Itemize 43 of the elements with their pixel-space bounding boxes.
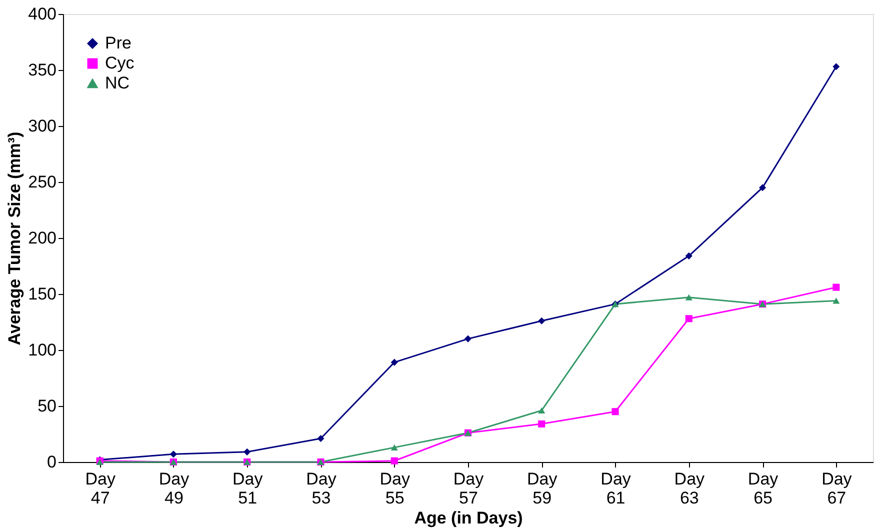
- legend-label: Pre: [105, 34, 132, 52]
- point: [390, 457, 398, 464]
- x-tick-label: Day 67: [822, 470, 852, 508]
- x-tick-label: Day 53: [306, 470, 337, 508]
- point: [464, 335, 472, 342]
- point: [685, 315, 692, 322]
- y-tick-label: 250: [28, 172, 56, 192]
- point: [759, 184, 766, 192]
- y-tick-label: 300: [28, 116, 56, 136]
- x-tick-label: Day 47: [85, 470, 116, 508]
- point: [244, 448, 251, 456]
- point: [170, 450, 177, 458]
- y-tick-label: 350: [28, 60, 56, 80]
- x-tick-label: Day 55: [380, 470, 410, 508]
- x-axis-title: Age (in Days): [414, 508, 523, 528]
- point: [832, 63, 840, 70]
- point: [832, 284, 840, 291]
- point: [832, 298, 840, 304]
- x-tick-label: Day 61: [600, 470, 632, 508]
- legend-label: NC: [105, 74, 130, 92]
- x-tick-label: Day 65: [748, 470, 779, 508]
- y-tick-label: 150: [28, 284, 56, 304]
- point: [538, 407, 546, 414]
- y-tick-label: 50: [38, 396, 56, 416]
- legend-label: Cyc: [105, 54, 135, 72]
- x-tick-label: Day 51: [232, 470, 264, 508]
- y-tick-label: 200: [28, 228, 56, 248]
- point: [685, 252, 692, 260]
- point: [538, 420, 546, 428]
- y-tick-label: 100: [28, 340, 56, 360]
- point: [390, 444, 398, 450]
- y-tick-label: 0: [47, 452, 56, 472]
- point: [317, 434, 324, 442]
- y-tick-label: 400: [28, 4, 56, 24]
- point: [538, 317, 546, 324]
- x-tick-label: Day 49: [158, 470, 190, 508]
- point: [612, 408, 619, 416]
- x-tick-label: Day 59: [527, 470, 558, 508]
- x-tick-label: Day 63: [674, 470, 706, 508]
- x-tick-label: Day 57: [453, 470, 484, 508]
- point: [390, 358, 398, 366]
- point: [685, 294, 692, 300]
- y-axis-title: Average Tumor Size (mm³): [5, 132, 24, 346]
